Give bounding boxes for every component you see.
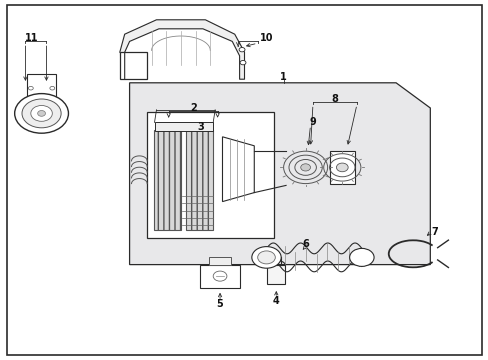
Bar xyxy=(209,257,230,265)
Text: 3: 3 xyxy=(197,122,203,132)
Circle shape xyxy=(251,247,281,268)
Circle shape xyxy=(240,60,245,65)
Circle shape xyxy=(38,111,45,116)
Text: 11: 11 xyxy=(25,33,39,43)
Circle shape xyxy=(300,164,310,171)
Circle shape xyxy=(213,271,226,281)
Bar xyxy=(146,112,273,238)
Text: 6: 6 xyxy=(302,239,308,249)
Bar xyxy=(154,130,181,230)
Circle shape xyxy=(349,248,373,266)
Bar xyxy=(329,151,354,184)
Polygon shape xyxy=(129,83,429,265)
Text: 7: 7 xyxy=(431,227,438,237)
Circle shape xyxy=(239,48,244,52)
Circle shape xyxy=(15,94,68,133)
Text: 10: 10 xyxy=(259,33,273,43)
Bar xyxy=(200,265,239,288)
Circle shape xyxy=(257,251,275,264)
Bar xyxy=(267,265,285,284)
Text: 9: 9 xyxy=(309,117,316,127)
Text: 5: 5 xyxy=(216,299,223,309)
Bar xyxy=(154,122,213,131)
Circle shape xyxy=(50,86,55,90)
Text: 4: 4 xyxy=(272,296,279,306)
Bar xyxy=(120,52,146,79)
Polygon shape xyxy=(222,137,254,202)
Polygon shape xyxy=(120,20,244,79)
Circle shape xyxy=(22,99,61,128)
Bar xyxy=(27,74,56,97)
Circle shape xyxy=(336,163,347,172)
Bar xyxy=(185,130,212,230)
Text: 2: 2 xyxy=(189,103,196,113)
Text: 8: 8 xyxy=(331,94,338,104)
Circle shape xyxy=(28,86,33,90)
Text: 1: 1 xyxy=(280,72,286,82)
Circle shape xyxy=(31,105,52,121)
